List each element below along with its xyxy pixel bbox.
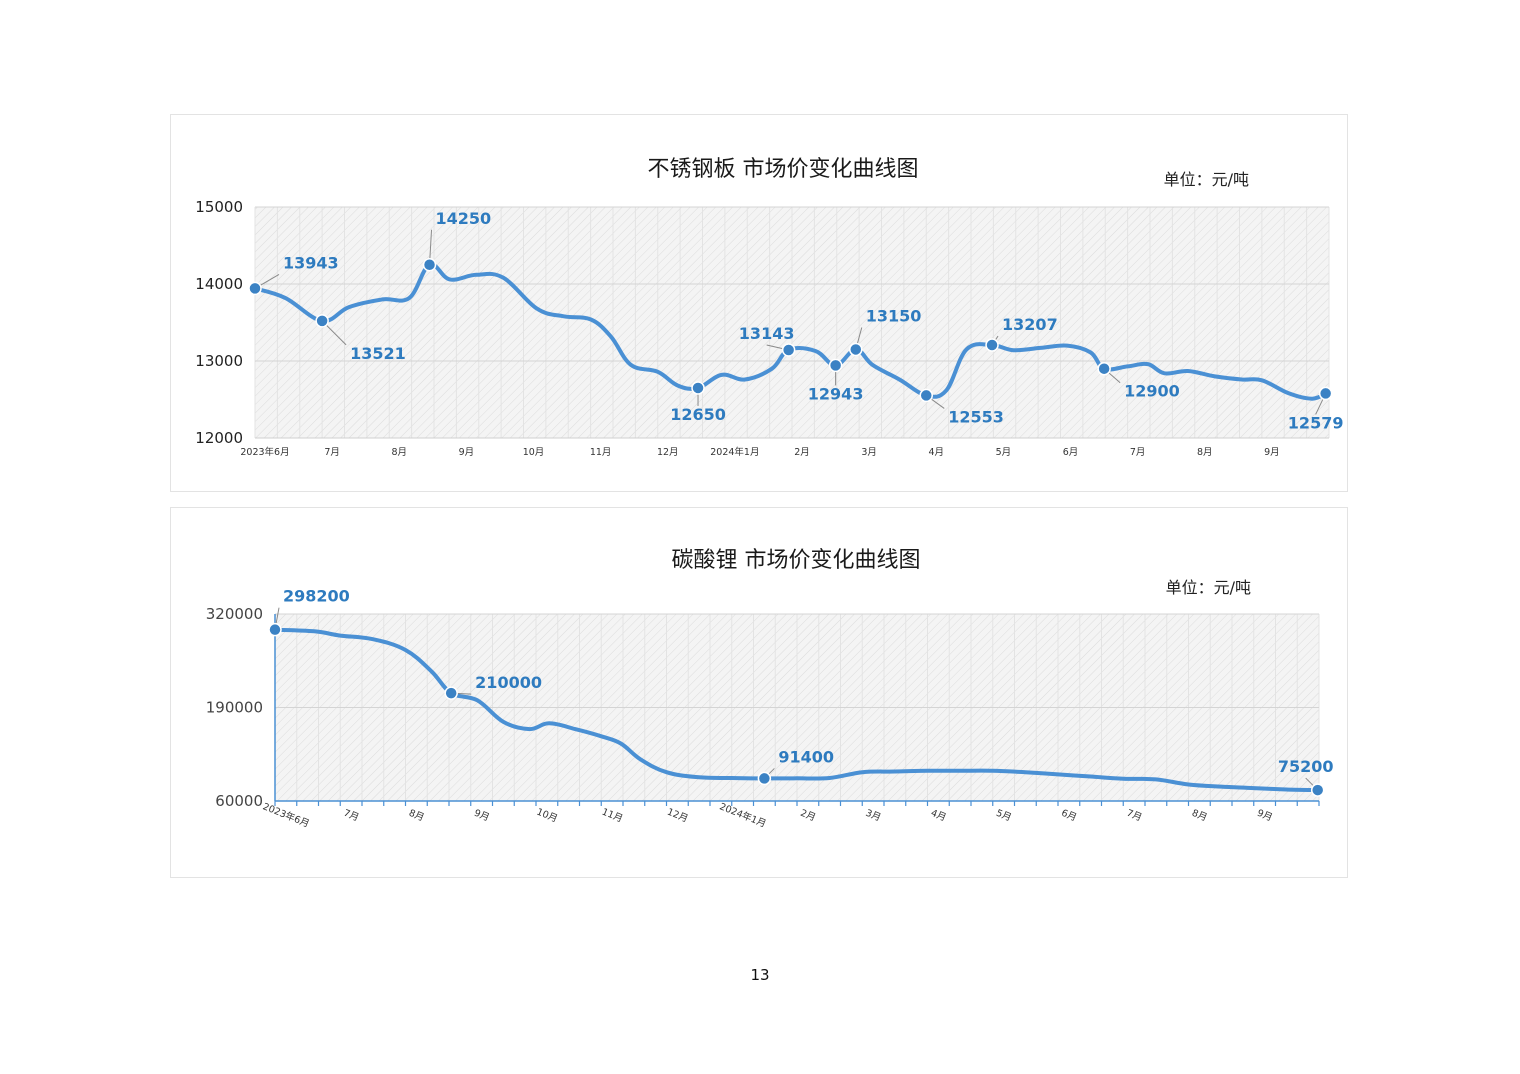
data-label: 210000 <box>475 673 542 692</box>
data-point-marker <box>691 381 705 395</box>
data-label: 12943 <box>808 384 864 403</box>
y-tick-label: 12000 <box>195 429 243 447</box>
x-tick-label: 9月 <box>459 447 475 458</box>
x-tick-label: 8月 <box>407 808 426 824</box>
data-label: 75200 <box>1278 757 1334 776</box>
data-point-marker <box>1310 783 1325 797</box>
data-label: 13150 <box>866 306 922 325</box>
x-tick-label: 11月 <box>590 447 612 458</box>
x-tick-label: 2023年6月 <box>240 446 289 458</box>
data-label: 298200 <box>283 587 350 606</box>
x-tick-label: 9月 <box>1264 447 1280 458</box>
data-label: 13521 <box>350 344 406 363</box>
page-number: 13 <box>750 966 770 984</box>
data-point-marker <box>1318 386 1333 401</box>
y-tick-label: 190000 <box>206 699 263 717</box>
x-tick-label: 11月 <box>600 807 624 825</box>
x-tick-label: 6月 <box>1060 808 1079 824</box>
y-tick-label: 13000 <box>195 352 243 370</box>
x-tick-label: 10月 <box>535 807 559 825</box>
x-tick-label: 3月 <box>861 447 877 458</box>
x-tick-label: 2月 <box>794 447 810 458</box>
data-label: 13143 <box>739 324 795 343</box>
x-tick-label: 2024年1月 <box>718 800 768 830</box>
x-tick-label: 2023年6月 <box>261 800 311 830</box>
x-tick-label: 8月 <box>391 447 407 458</box>
unit-label: 单位：元/吨 <box>1166 578 1251 597</box>
data-point-marker <box>268 622 282 637</box>
x-tick-label: 8月 <box>1197 447 1213 458</box>
chart-title: 碳酸锂 市场价变化曲线图 <box>672 548 921 573</box>
unit-label: 单位：元/吨 <box>1164 170 1249 189</box>
x-tick-label: 5月 <box>994 808 1013 824</box>
x-tick-label: 10月 <box>523 447 545 458</box>
data-point-marker <box>1097 361 1111 376</box>
data-point-marker <box>422 258 437 272</box>
data-label: 12900 <box>1124 382 1180 401</box>
x-tick-label: 9月 <box>1255 808 1274 824</box>
x-tick-label: 7月 <box>342 808 361 824</box>
y-tick-label: 320000 <box>206 605 263 623</box>
data-point-marker <box>985 338 999 352</box>
x-tick-label: 4月 <box>929 808 948 824</box>
data-point-marker <box>757 771 772 786</box>
x-tick-label: 3月 <box>864 808 883 824</box>
stainless-steel-chart-panel: 不锈钢板 市场价变化曲线图单位：元/吨 12000 13000 14000 15000 2… <box>170 114 1348 492</box>
data-label: 13207 <box>1002 315 1058 334</box>
x-tick-label: 7月 <box>1130 447 1146 458</box>
y-tick-label: 15000 <box>195 198 243 216</box>
data-label: 13943 <box>283 253 339 272</box>
data-label: 14250 <box>436 209 492 228</box>
data-point-marker <box>828 358 843 373</box>
data-label: 12579 <box>1288 413 1344 432</box>
data-label: 12650 <box>670 405 726 424</box>
data-point-marker <box>248 281 262 296</box>
x-tick-label: 5月 <box>996 447 1012 458</box>
data-label: 12553 <box>948 407 1004 426</box>
x-tick-label: 12月 <box>657 447 679 458</box>
series-line <box>253 262 1328 401</box>
x-tick-label: 2月 <box>799 808 818 824</box>
lithium-carbonate-chart-panel: 碳酸锂 市场价变化曲线图单位：元/吨 60000 190000 320000 2023年… <box>170 507 1348 878</box>
y-tick-label: 60000 <box>215 792 263 810</box>
data-point-marker <box>444 686 458 700</box>
data-label: 91400 <box>778 747 834 766</box>
data-point-marker <box>849 342 863 357</box>
x-tick-label: 4月 <box>928 447 944 458</box>
data-point-marker <box>919 388 933 403</box>
x-tick-label: 7月 <box>324 447 340 458</box>
x-tick-label: 7月 <box>1125 808 1144 824</box>
data-point-marker <box>315 314 329 328</box>
stainless-steel-chart: 不锈钢板 市场价变化曲线图单位：元/吨 12000 13000 14000 15000 2… <box>195 157 1344 458</box>
x-tick-label: 2024年1月 <box>710 446 759 458</box>
y-tick-label: 14000 <box>195 275 243 293</box>
x-tick-label: 8月 <box>1190 808 1209 824</box>
data-point-marker <box>781 343 796 357</box>
x-tick-label: 6月 <box>1063 447 1079 458</box>
chart-title: 不锈钢板 市场价变化曲线图 <box>648 157 919 182</box>
x-tick-label: 9月 <box>472 808 491 824</box>
x-tick-label: 12月 <box>665 807 689 825</box>
